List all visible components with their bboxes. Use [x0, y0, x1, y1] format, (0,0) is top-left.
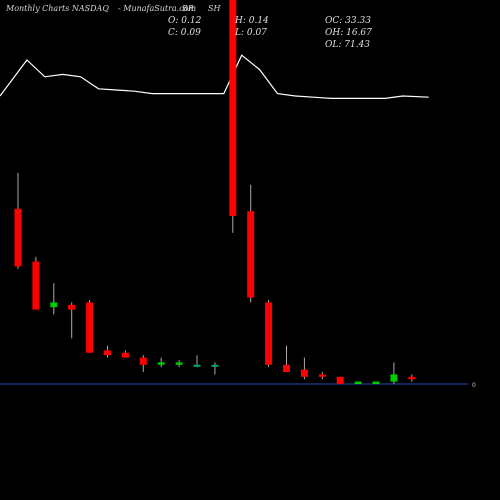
header-symbol-1: BR	[182, 4, 194, 13]
candle-body	[175, 362, 183, 365]
stat-oc: OC: 33.33	[325, 16, 371, 26]
candle-body	[283, 364, 290, 372]
header-site: - MunafaSutra.com	[118, 4, 197, 13]
stat-oh: OH: 16.67	[325, 28, 372, 38]
candle-body	[86, 302, 94, 353]
stat-close: C: 0.09	[168, 28, 201, 38]
candle-body	[372, 381, 380, 384]
stat-open: O: 0.12	[168, 16, 202, 26]
candle-body	[32, 261, 40, 310]
candle-body	[300, 369, 308, 377]
candle-body	[211, 364, 219, 367]
header-symbol-2: SH	[208, 4, 221, 13]
candle-body	[14, 208, 22, 267]
candle-body	[354, 381, 362, 384]
baseline-label: 0	[472, 382, 476, 389]
stat-high: H: 0.14	[235, 16, 269, 26]
candle-body	[121, 352, 129, 358]
candle-body	[139, 357, 147, 365]
moving-average-line	[0, 54, 429, 99]
candles-group	[14, 0, 416, 384]
candle-body	[68, 304, 76, 310]
candle-body	[229, 0, 237, 216]
candle-body	[265, 302, 273, 365]
candle-body	[193, 364, 201, 367]
candle-body	[390, 374, 398, 382]
header-chart-title: Monthly Charts NASDAQ	[6, 4, 109, 13]
candle-body	[336, 376, 344, 384]
candle-body	[408, 376, 416, 380]
candle-body	[157, 362, 165, 365]
stat-ol: OL: 71.43	[325, 40, 371, 50]
candle-body	[104, 350, 111, 356]
stat-low: L: 0.07	[235, 28, 267, 38]
candle-body	[318, 374, 326, 377]
candle-body	[247, 211, 255, 298]
candle-body	[50, 302, 58, 308]
